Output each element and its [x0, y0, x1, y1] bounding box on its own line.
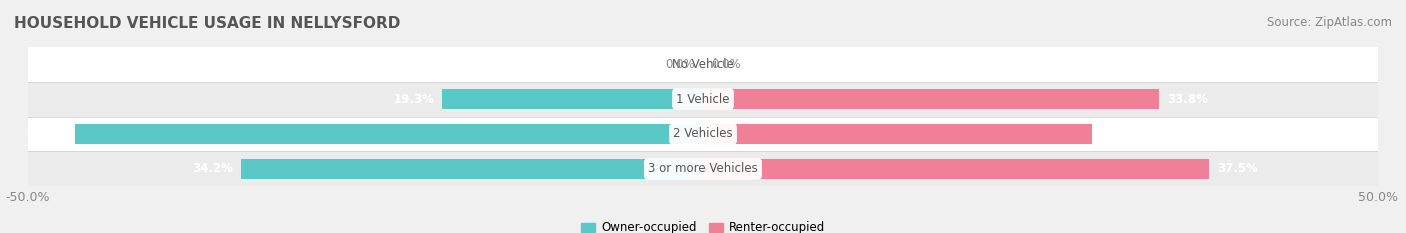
Text: 33.8%: 33.8%	[1167, 93, 1208, 106]
Text: 0.0%: 0.0%	[711, 58, 741, 71]
Text: 19.3%: 19.3%	[394, 93, 434, 106]
Text: 34.2%: 34.2%	[193, 162, 233, 175]
Text: 1 Vehicle: 1 Vehicle	[676, 93, 730, 106]
Bar	[28, 82, 1378, 116]
Bar	[443, 89, 703, 109]
Legend: Owner-occupied, Renter-occupied: Owner-occupied, Renter-occupied	[576, 217, 830, 233]
Text: 0.0%: 0.0%	[665, 58, 695, 71]
Text: 28.8%: 28.8%	[1099, 127, 1140, 140]
Text: 46.5%: 46.5%	[27, 127, 67, 140]
Bar	[703, 89, 1159, 109]
Bar	[703, 124, 1091, 144]
Bar	[28, 151, 1378, 186]
Text: 37.5%: 37.5%	[1218, 162, 1258, 175]
Bar	[703, 159, 1209, 179]
Text: 2 Vehicles: 2 Vehicles	[673, 127, 733, 140]
Bar	[28, 47, 1378, 82]
Text: No Vehicle: No Vehicle	[672, 58, 734, 71]
Text: Source: ZipAtlas.com: Source: ZipAtlas.com	[1267, 16, 1392, 29]
Text: 3 or more Vehicles: 3 or more Vehicles	[648, 162, 758, 175]
Bar	[242, 159, 703, 179]
Bar	[28, 116, 1378, 151]
Text: HOUSEHOLD VEHICLE USAGE IN NELLYSFORD: HOUSEHOLD VEHICLE USAGE IN NELLYSFORD	[14, 16, 401, 31]
Bar	[76, 124, 703, 144]
